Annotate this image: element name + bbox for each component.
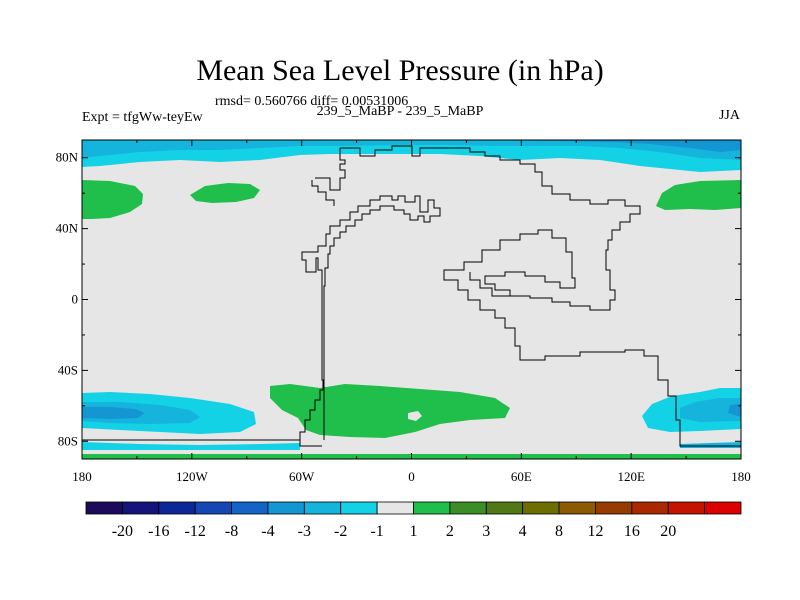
lon-tick-label: 180 — [731, 469, 751, 484]
colorbar-label: -20 — [112, 523, 133, 540]
colorbar-swatch — [558, 501, 596, 515]
southern-high-hole — [408, 411, 422, 421]
colorbar-label: 3 — [482, 523, 490, 540]
colorbar-label: 16 — [624, 523, 640, 540]
colorbar-label: -4 — [261, 523, 274, 540]
lat-tick-label: 80S — [58, 433, 78, 448]
coast-nw-fragment-2 — [311, 180, 335, 206]
colorbar-swatch — [158, 501, 196, 515]
southern-high — [270, 384, 510, 438]
field-layer — [82, 140, 741, 459]
colorbar-swatch — [413, 501, 451, 515]
colorbar-swatch — [667, 501, 706, 515]
colorbar-swatch — [231, 501, 269, 515]
map-title: Mean Sea Level Pressure (in hPa) — [196, 54, 604, 87]
colorbar-label: -3 — [298, 523, 311, 540]
colorbar-swatch — [485, 501, 524, 515]
colorbar-swatch — [595, 501, 633, 515]
experiment-label: Expt = tfgWw-teyEw — [82, 110, 203, 125]
colorbar-swatch — [376, 501, 414, 515]
lon-tick-label: 60E — [511, 469, 532, 484]
colorbar-swatch — [340, 501, 378, 515]
coast-main — [340, 145, 741, 447]
season-label: JJA — [718, 108, 740, 123]
lon-tick-label: 120W — [176, 469, 209, 484]
coast-west — [82, 195, 441, 447]
colorbar-label: -8 — [225, 523, 238, 540]
antarctic-band-blue — [82, 442, 300, 450]
so-low-east-inner — [680, 398, 741, 422]
lat-tick-label: 80N — [56, 150, 79, 165]
map-axes: 80N 40N 0 40S 80S 180 120W 60W 0 60E 120E 180 — [56, 140, 751, 484]
subtitle: 239_5_MaBP - 239_5_MaBP — [316, 104, 484, 119]
lat-tick-label: 40N — [56, 221, 79, 236]
colorbar-swatch — [704, 501, 742, 515]
lon-tick-label: 0 — [408, 469, 415, 484]
coast-nw-fragment — [315, 148, 346, 191]
coastlines — [82, 145, 741, 447]
arctic-low-inner — [82, 140, 741, 160]
colorbar-label: 4 — [519, 523, 527, 540]
npac-high-east — [656, 180, 741, 210]
colorbar-label: -16 — [148, 523, 169, 540]
colorbar-swatch — [522, 501, 560, 515]
colorbar-label: 8 — [555, 523, 563, 540]
lat-tick-label: 40S — [58, 362, 78, 377]
npac-high-west — [82, 180, 143, 219]
colorbar-swatch — [449, 501, 487, 515]
colorbar-swatch — [121, 501, 160, 515]
lon-tick-label: 60W — [289, 469, 315, 484]
colorbar-swatch — [303, 501, 342, 515]
colorbar-swatch — [267, 501, 305, 515]
colorbar-label: 12 — [587, 523, 603, 540]
stats-line: rmsd= 0.560766 diff= 0.00531006 — [215, 94, 409, 109]
colorbar-label: 2 — [446, 523, 454, 540]
colorbar-label: 1 — [410, 523, 418, 540]
so-low-east-core — [728, 404, 741, 417]
colorbar-label: -12 — [185, 523, 206, 540]
colorbar-label: 20 — [660, 523, 676, 540]
colorbar-swatch — [85, 501, 123, 515]
colorbar-swatch — [194, 501, 232, 515]
colorbar-label: -2 — [334, 523, 347, 540]
so-low-west-core — [82, 407, 145, 419]
arctic-low-core — [500, 140, 741, 152]
colorbar-label: -1 — [370, 523, 383, 540]
lon-tick-label: 180 — [72, 469, 92, 484]
coast-inner-loop — [469, 272, 510, 297]
natl-high — [190, 183, 260, 203]
lon-tick-label: 120E — [617, 469, 645, 484]
colorbar: -20 -16 -12 -8 -4 -3 -2 -1 1 2 3 4 8 12 16 20 — [85, 501, 742, 540]
colorbar-swatch — [631, 501, 669, 515]
lat-tick-label: 0 — [72, 292, 79, 307]
